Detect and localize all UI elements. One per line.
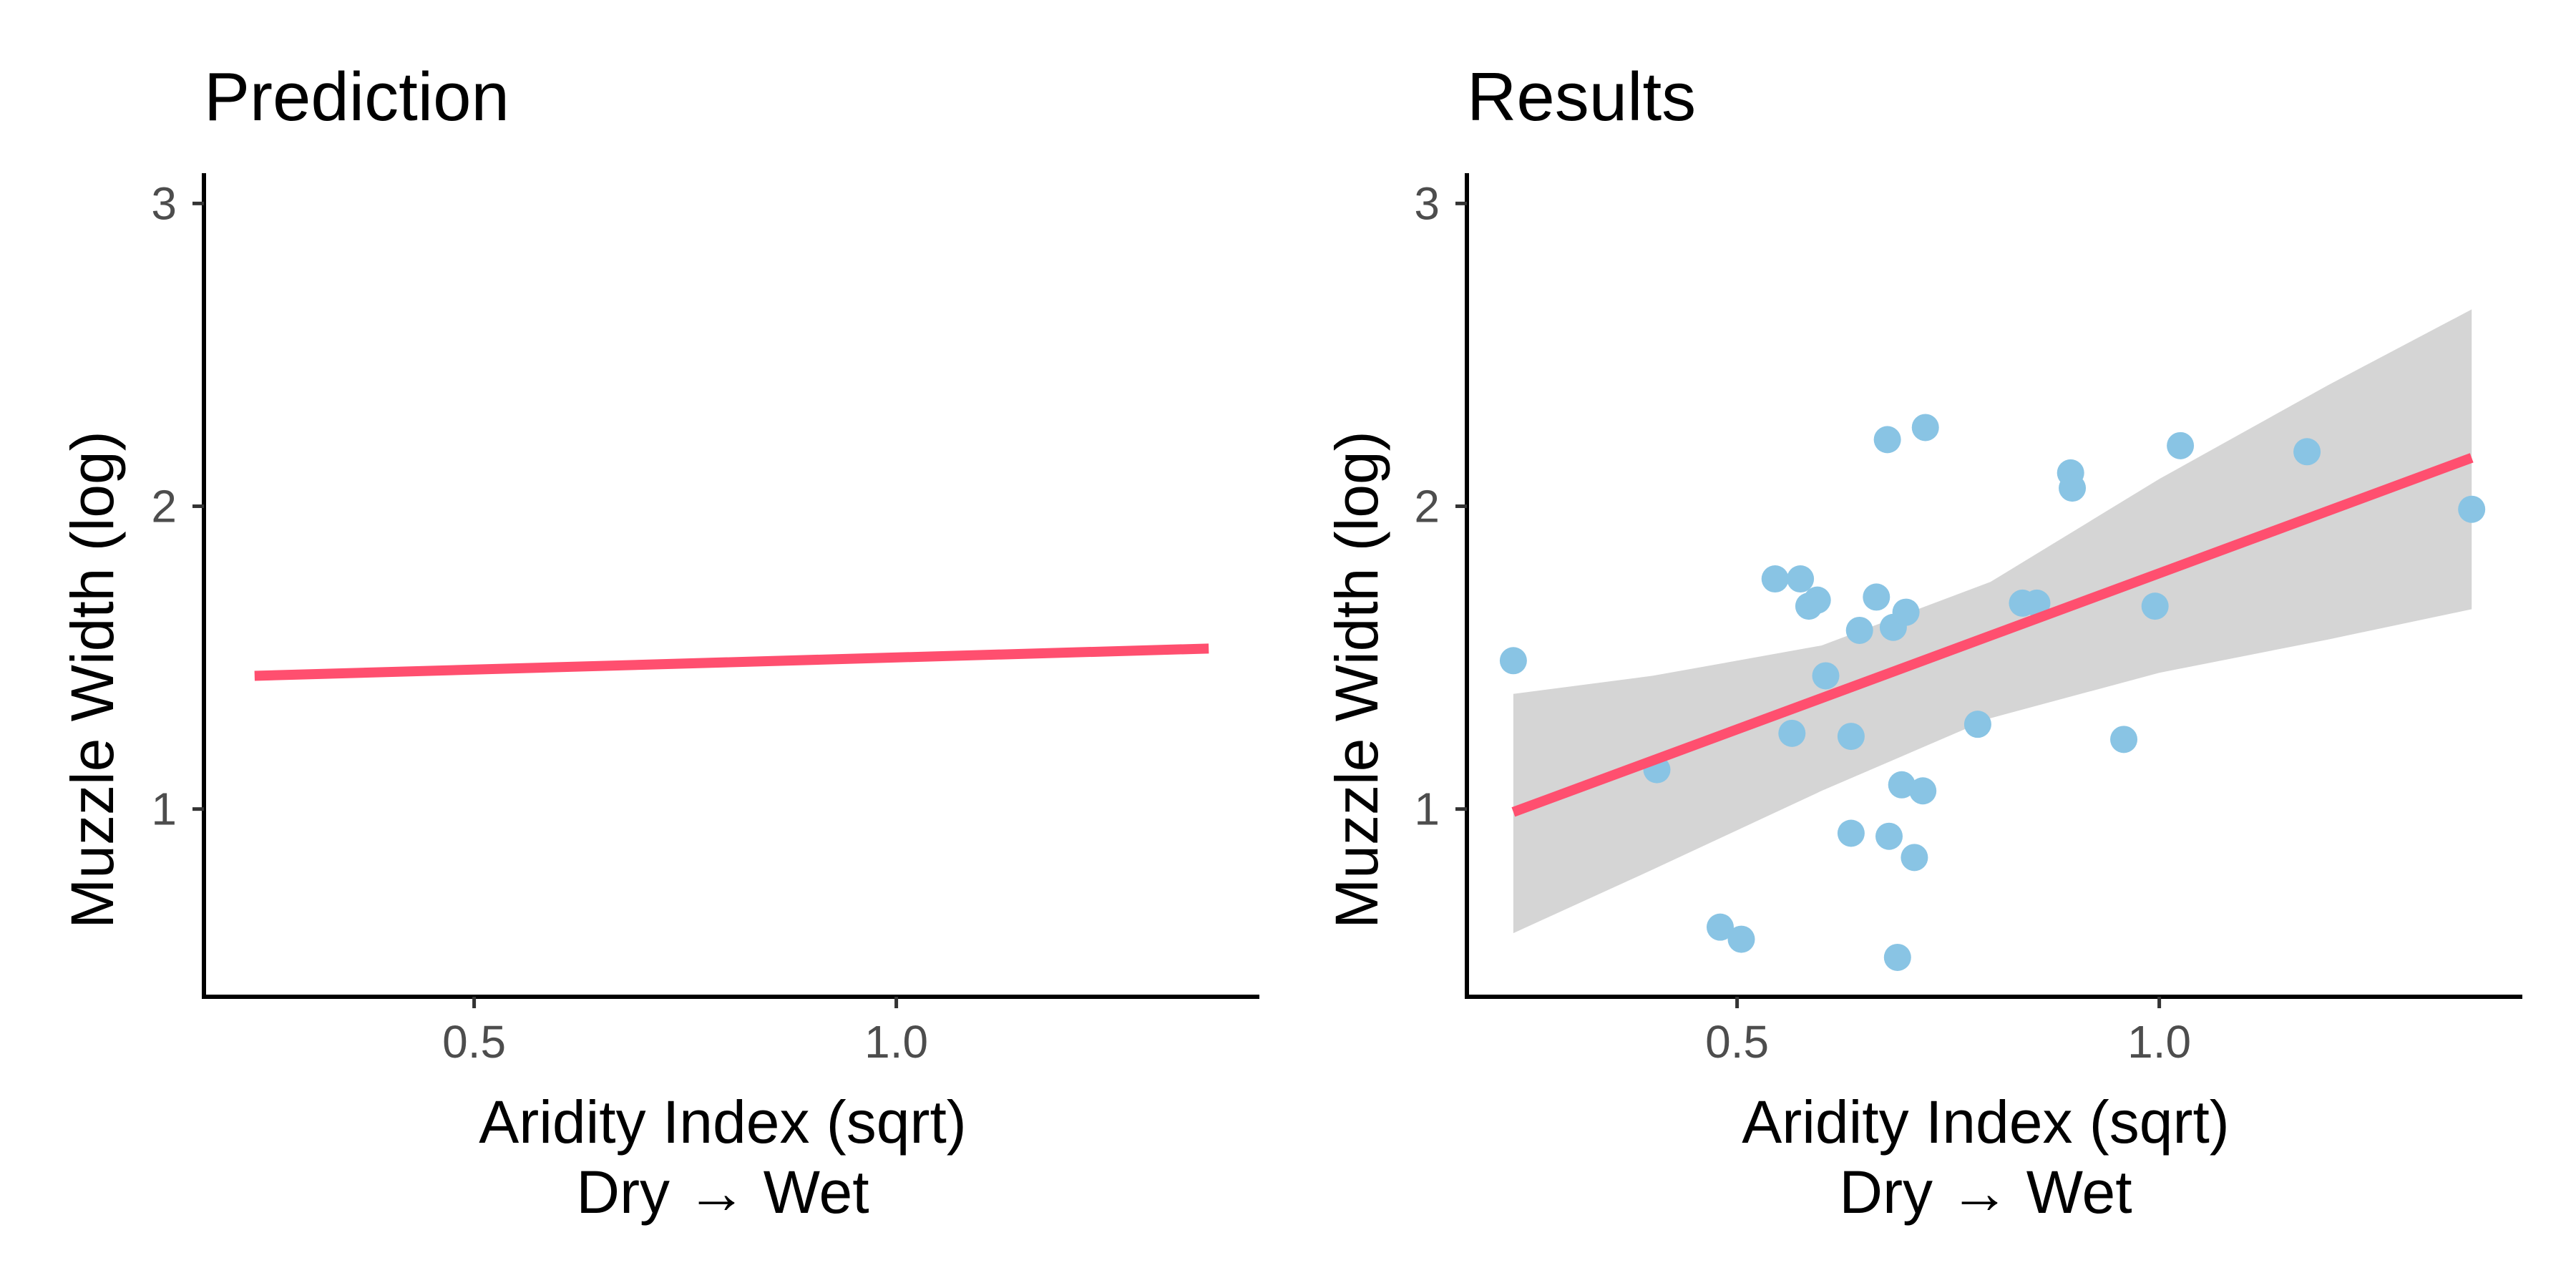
y-tick-label: 2: [1414, 480, 1440, 532]
data-point: [1963, 711, 1991, 738]
data-point: [1845, 616, 1873, 644]
data-point: [1803, 586, 1831, 614]
data-point: [2167, 431, 2195, 459]
data-point: [1883, 943, 1911, 971]
results-confidence-band-layer: [1513, 309, 2472, 934]
data-point: [2110, 726, 2138, 753]
data-point: [2458, 495, 2486, 523]
prediction-panel: Prediction 0.5 1.0 1 2 3 Aridity Index (sqrt…: [59, 59, 1259, 1226]
prediction-line: [254, 643, 1209, 681]
results-points-layer: [1499, 414, 2486, 971]
data-point: [2023, 589, 2051, 617]
prediction-x-axis-title: Aridity Index (sqrt): [479, 1088, 967, 1156]
prediction-title: Prediction: [204, 59, 509, 135]
y-tick-label: 2: [151, 480, 177, 532]
data-point: [1901, 844, 1928, 872]
data-point: [1837, 723, 1865, 751]
data-point: [1812, 662, 1840, 690]
x-tick-label: 0.5: [1705, 1016, 1769, 1068]
y-tick-label: 3: [151, 177, 177, 229]
data-point: [1875, 822, 1903, 850]
results-title: Results: [1467, 59, 1696, 135]
data-point: [1499, 647, 1527, 675]
y-tick-label: 1: [1414, 784, 1440, 835]
prediction-y-axis-title: Muzzle Width (log): [59, 431, 126, 929]
regression-line: [1511, 453, 2474, 817]
x-tick-label: 0.5: [442, 1016, 506, 1068]
data-point: [2141, 592, 2169, 620]
results-axes: 0.5 1.0 1 2 3: [1414, 173, 2522, 1068]
y-tick-label: 1: [151, 784, 177, 835]
data-point: [1888, 771, 1916, 799]
y-tick-label: 3: [1414, 177, 1440, 229]
data-point: [2059, 474, 2087, 502]
prediction-x-axis-subtitle: Dry → Wet: [576, 1158, 869, 1226]
results-x-axis-title: Aridity Index (sqrt): [1742, 1088, 2230, 1156]
confidence-band: [1513, 309, 2472, 934]
data-point: [1911, 414, 1939, 441]
data-point: [1787, 565, 1815, 593]
prediction-line-layer: [254, 643, 1209, 681]
data-point: [1778, 719, 1806, 747]
results-x-axis-subtitle: Dry → Wet: [1839, 1158, 2132, 1226]
data-point: [1909, 777, 1937, 805]
data-point: [1873, 426, 1901, 454]
data-point: [1892, 598, 1920, 626]
results-fit-line-layer: [1511, 453, 2474, 817]
data-point: [1727, 925, 1755, 953]
data-point: [1707, 913, 1734, 941]
results-panel: Results 0.5 1.0 1 2 3 Aridity Index (sqrt) D…: [1323, 59, 2522, 1226]
prediction-axes: 0.5 1.0 1 2 3: [151, 173, 1259, 1068]
x-tick-label: 1.0: [2127, 1016, 2191, 1068]
data-point: [1837, 819, 1865, 847]
data-point: [1761, 565, 1789, 593]
data-point: [1863, 583, 1890, 611]
results-y-axis-title: Muzzle Width (log): [1323, 431, 1390, 929]
x-tick-label: 1.0: [864, 1016, 928, 1068]
data-point: [2293, 438, 2321, 466]
